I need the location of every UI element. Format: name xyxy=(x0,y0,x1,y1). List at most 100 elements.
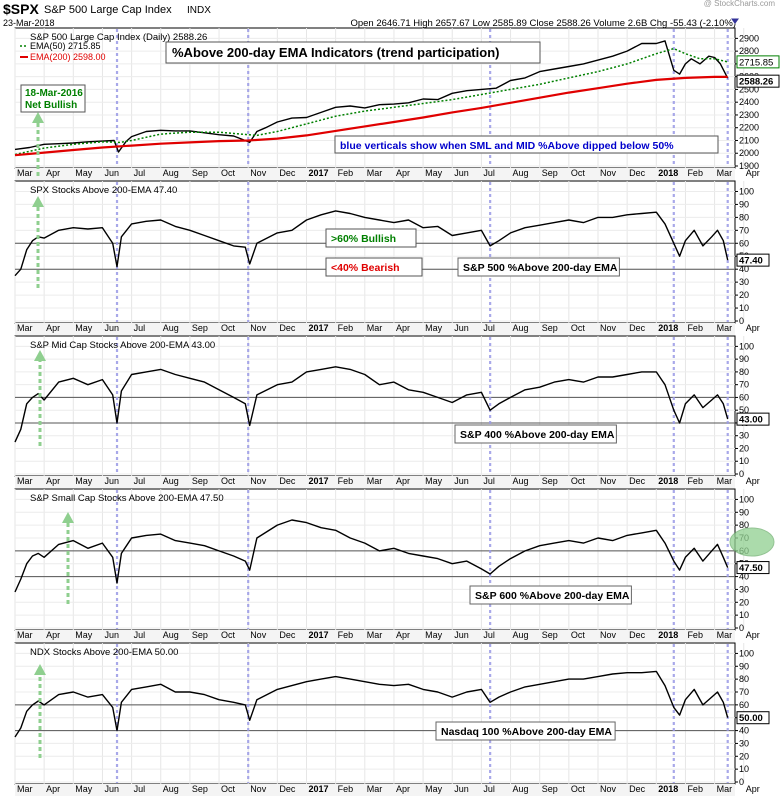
series-line-price xyxy=(14,40,729,153)
series-line-ema50 xyxy=(14,47,728,156)
ema50-value-box xyxy=(736,55,780,69)
y-tick-label: 20 xyxy=(739,443,749,453)
month-tick-label: Apr xyxy=(746,168,760,178)
verticals-note: blue verticals show when SML and MID %Ab… xyxy=(340,140,674,152)
month-tick-label: Jun xyxy=(454,630,469,640)
month-tick-label: Oct xyxy=(221,784,236,794)
month-tick-label: Aug xyxy=(513,630,529,640)
highlight-ellipse xyxy=(729,527,775,557)
month-tick-label: 2018 xyxy=(658,323,678,333)
month-tick-label: Jun xyxy=(104,476,119,486)
y-tick-label: 60 xyxy=(739,700,749,710)
month-tick-label: Apr xyxy=(396,784,410,794)
green-arrow-head-icon xyxy=(62,512,74,523)
month-tick-label: Apr xyxy=(46,168,60,178)
series-label-box xyxy=(469,585,632,605)
month-tick-label: Apr xyxy=(46,630,60,640)
y-tick-label: 0 xyxy=(739,469,744,479)
y-tick-label: 100 xyxy=(739,186,754,196)
month-tick-label: Nov xyxy=(250,784,267,794)
series-line-pct-above xyxy=(14,519,729,593)
series-label-box xyxy=(435,721,616,741)
y-tick-label: 40 xyxy=(739,726,749,736)
month-tick-label: Feb xyxy=(687,168,703,178)
month-tick-label: Mar xyxy=(367,323,383,333)
y-tick-label: 80 xyxy=(739,367,749,377)
month-tick-label: Apr xyxy=(396,323,410,333)
series-label-box xyxy=(454,424,617,444)
month-tick-label: Mar xyxy=(717,323,733,333)
y-tick-label: 2200 xyxy=(739,123,759,133)
panel-title: S&P Small Cap Stocks Above 200-EMA 47.50 xyxy=(30,493,224,504)
month-tick-label: Jun xyxy=(104,323,119,333)
series-label: S&P 500 %Above 200-day EMA xyxy=(463,262,618,274)
y-tick-label: 40 xyxy=(739,264,749,274)
month-tick-label: 2018 xyxy=(658,476,678,486)
y-tick-label: 30 xyxy=(739,584,749,594)
ema50-value-label: 2715.85 xyxy=(739,57,773,68)
y-tick-label: 40 xyxy=(739,572,749,582)
month-tick-label: May xyxy=(425,476,443,486)
month-tick-label: Oct xyxy=(221,168,236,178)
month-tick-label: Sep xyxy=(542,630,558,640)
month-tick-label: May xyxy=(425,323,443,333)
month-tick-label: May xyxy=(75,476,93,486)
month-tick-label: Mar xyxy=(17,476,33,486)
chart-panels xyxy=(14,27,745,796)
month-tick-label: Aug xyxy=(163,168,179,178)
net-bullish-date: 18-Mar-2016 xyxy=(25,88,83,99)
panel-title: NDX Stocks Above 200-EMA 50.00 xyxy=(30,647,178,658)
month-tick-label: Jul xyxy=(134,168,146,178)
series-line-pct-above xyxy=(14,210,729,277)
month-tick-label: May xyxy=(425,784,443,794)
month-tick-label: Jun xyxy=(104,168,119,178)
month-axis-band xyxy=(15,323,735,335)
y-tick-label: 80 xyxy=(739,520,749,530)
month-tick-label: Oct xyxy=(221,323,236,333)
y-tick-label: 100 xyxy=(739,494,754,504)
y-tick-label: 10 xyxy=(739,456,749,466)
y-tick-label: 0 xyxy=(739,316,744,326)
panel-title: S&P Mid Cap Stocks Above 200-EMA 43.00 xyxy=(30,340,215,351)
month-tick-label: Dec xyxy=(279,476,296,486)
y-tick-label: 60 xyxy=(739,238,749,248)
month-tick-label: Nov xyxy=(600,784,617,794)
month-axis-band xyxy=(15,476,735,488)
y-tick-label: 0 xyxy=(739,623,744,633)
quote-dropdown-icon[interactable] xyxy=(731,18,739,25)
y-tick-label: 2900 xyxy=(739,33,759,43)
series-label: S&P 400 %Above 200-day EMA xyxy=(460,429,615,441)
y-tick-label: 70 xyxy=(739,225,749,235)
month-tick-label: Dec xyxy=(629,476,646,486)
month-tick-label: Aug xyxy=(163,476,179,486)
month-axis-band xyxy=(15,168,735,180)
month-tick-label: Jul xyxy=(483,323,495,333)
last-value-box xyxy=(736,412,770,426)
month-tick-label: Apr xyxy=(46,476,60,486)
panel-title: S&P 500 Large Cap Index (Daily) 2588.26 xyxy=(30,32,207,43)
month-tick-label: Mar xyxy=(367,630,383,640)
close-value-box xyxy=(736,74,780,88)
month-tick-label: Mar xyxy=(17,630,33,640)
y-tick-label: 90 xyxy=(739,354,749,364)
month-tick-label: Aug xyxy=(513,784,529,794)
last-value-label: 47.40 xyxy=(739,256,763,267)
quote-line: Open 2646.71 High 2657.67 Low 2585.89 Cl… xyxy=(350,18,736,29)
month-tick-label: Feb xyxy=(687,323,703,333)
chart-annotations: S&P 500 %Above 200-day EMA S&P 400 %Above… xyxy=(20,41,775,758)
month-tick-label: Dec xyxy=(279,784,296,794)
last-value-label: 47.50 xyxy=(739,563,763,574)
last-value-box xyxy=(736,561,770,575)
month-tick-label: Dec xyxy=(629,630,646,640)
y-tick-label: 60 xyxy=(739,392,749,402)
close-value-label: 2588.26 xyxy=(739,77,773,88)
month-tick-label: Aug xyxy=(513,323,529,333)
bearish-label: <40% Bearish xyxy=(331,262,400,274)
month-tick-label: Mar xyxy=(17,168,33,178)
last-value-label: 50.00 xyxy=(739,713,763,724)
y-tick-label: 0 xyxy=(739,777,744,787)
month-axis-band xyxy=(15,630,735,642)
month-tick-label: Oct xyxy=(571,630,586,640)
month-tick-label: Nov xyxy=(250,630,267,640)
